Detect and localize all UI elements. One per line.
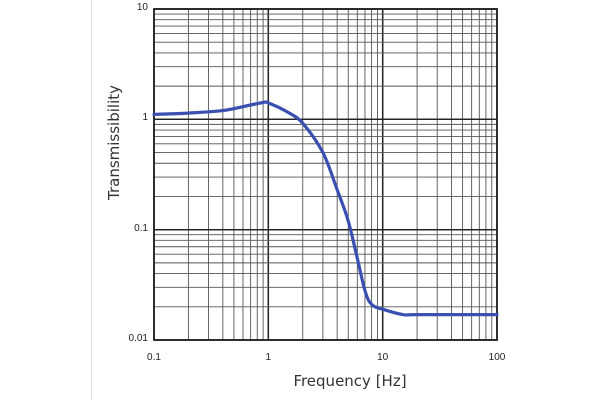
x-tick-label: 10 bbox=[377, 352, 389, 363]
x-tick-label: 100 bbox=[488, 352, 506, 363]
y-tick-label: 10 bbox=[136, 2, 148, 13]
x-tick-label: 0.1 bbox=[147, 352, 161, 363]
y-tick-label: 1 bbox=[142, 112, 148, 124]
plot-frame bbox=[153, 8, 498, 341]
y-tick-label: 0.01 bbox=[128, 333, 148, 344]
y-tick-label: 0.1 bbox=[134, 222, 148, 234]
x-tick-label: 1 bbox=[265, 352, 272, 363]
log-grid bbox=[153, 8, 498, 341]
y-axis-label: Transmissibility bbox=[105, 85, 123, 200]
transmissibility-curve bbox=[152, 100, 499, 317]
x-axis-label: Frequency [Hz] bbox=[293, 372, 407, 390]
page-divider bbox=[91, 0, 92, 400]
